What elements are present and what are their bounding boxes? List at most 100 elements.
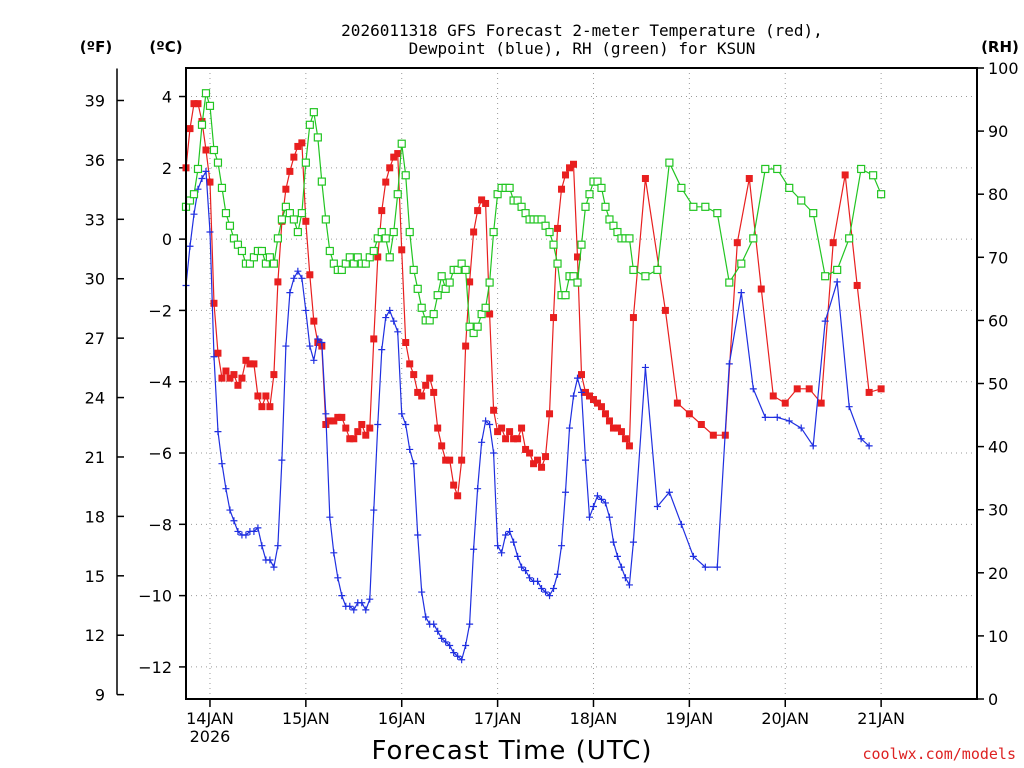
temperature-point <box>625 442 633 450</box>
temperature-point <box>298 139 306 147</box>
rh-point <box>505 183 514 192</box>
rh-point <box>785 183 794 192</box>
dewpoint-point <box>318 339 326 347</box>
rh-point <box>597 183 606 192</box>
dewpoint-point <box>581 456 589 464</box>
dewpoint-point <box>398 410 406 418</box>
temperature-point <box>530 460 538 468</box>
temperature-point <box>478 196 486 204</box>
temperature-point <box>554 224 562 232</box>
dewpoint-point <box>418 588 426 596</box>
dewpoint-point <box>298 274 306 282</box>
dewpoint-point <box>314 335 322 343</box>
rh-point <box>481 303 490 312</box>
dewpoint-point <box>725 360 733 368</box>
dewpoint-line <box>185 169 870 661</box>
dewpoint-point <box>502 531 510 539</box>
temperature-point <box>382 178 390 186</box>
temperature-point <box>490 406 498 414</box>
dewpoint-point <box>514 552 522 560</box>
dewpoint-point <box>546 592 554 600</box>
dewpoint-point <box>218 460 226 468</box>
dewpoint-point <box>294 267 302 275</box>
dewpoint-point <box>254 524 262 532</box>
temperature-point <box>605 417 613 425</box>
plot-frame <box>185 67 978 700</box>
celsius-tick-label: 2 <box>162 159 172 178</box>
dewpoint-point <box>629 538 637 546</box>
rh-point <box>573 278 582 287</box>
rh-point <box>461 265 470 275</box>
dewpoint-point <box>797 424 805 432</box>
celsius-tick-label: −8 <box>148 515 172 534</box>
temperature-point <box>593 399 601 407</box>
rh-point <box>305 120 314 129</box>
celsius-tick-label: −2 <box>148 301 172 320</box>
dewpoint-point <box>386 306 394 314</box>
rh-point <box>309 108 318 117</box>
temperature-point <box>342 424 350 432</box>
celsius-axis: 4 2 0 −2 −4 −6 −8 −10 −12 <box>138 88 186 677</box>
dewpoint-point <box>833 278 841 286</box>
temperature-point <box>326 417 334 425</box>
fahrenheit-tick-label: 39 <box>85 91 105 110</box>
dewpoint-point <box>242 531 250 539</box>
dewpoint-point <box>438 634 446 642</box>
dewpoint-point <box>486 420 494 428</box>
fahrenheit-tick-label: 21 <box>85 448 105 467</box>
time-tick-label: 16JAN <box>378 709 426 728</box>
dewpoint-point <box>226 506 234 514</box>
rh-point <box>553 259 562 268</box>
temperature-point <box>310 317 318 325</box>
temperature-point <box>374 253 382 261</box>
temperature-point <box>526 449 534 457</box>
dewpoint-point <box>534 577 542 585</box>
temperature-point <box>661 306 669 314</box>
rh-tick-label: 50 <box>988 375 1008 394</box>
dewpoint-point <box>390 317 398 325</box>
temperature-point <box>538 463 546 471</box>
dewpoint-point <box>498 549 506 557</box>
dewpoint-point <box>809 442 817 450</box>
temperature-point <box>410 371 418 379</box>
dewpoint-point <box>290 274 298 282</box>
temperature-point <box>402 339 410 347</box>
rh-point <box>677 183 686 192</box>
dewpoint-point <box>338 592 346 600</box>
rh-point <box>833 265 842 275</box>
dewpoint-point <box>522 567 530 575</box>
temperature-point <box>546 410 554 418</box>
temperature-point <box>597 403 605 411</box>
dewpoint-point <box>785 417 793 425</box>
temperature-point <box>210 299 218 307</box>
dewpoint-point <box>737 289 745 297</box>
rh-point <box>473 322 482 331</box>
dewpoint-point <box>326 513 334 521</box>
dewpoint-point <box>442 638 450 646</box>
dewpoint-point <box>574 374 582 382</box>
rh-point <box>193 164 203 174</box>
temperature-point <box>238 374 246 382</box>
dewpoint-point <box>454 652 462 660</box>
dewpoint-point <box>562 488 570 496</box>
rh-point <box>221 209 231 218</box>
dewpoint-point <box>613 552 621 560</box>
rh-point <box>429 309 438 319</box>
dewpoint-point <box>462 642 470 650</box>
dewpoint-point <box>857 435 865 443</box>
temperature-point <box>274 278 282 286</box>
rh-tick-label: 30 <box>988 501 1008 520</box>
temperature-point <box>206 178 214 186</box>
rh-point <box>629 265 638 275</box>
rh-point <box>225 221 235 230</box>
dewpoint-point <box>282 342 290 350</box>
temperature-point <box>510 435 518 443</box>
rh-point <box>601 202 610 211</box>
temperature-point <box>370 335 378 343</box>
dewpoint-point <box>641 363 649 371</box>
temperature-point <box>250 360 258 368</box>
rh-point <box>269 259 278 268</box>
dewpoint-point <box>210 353 218 361</box>
rh-point <box>689 202 698 211</box>
rh-unit-label: (RH) <box>981 38 1019 56</box>
